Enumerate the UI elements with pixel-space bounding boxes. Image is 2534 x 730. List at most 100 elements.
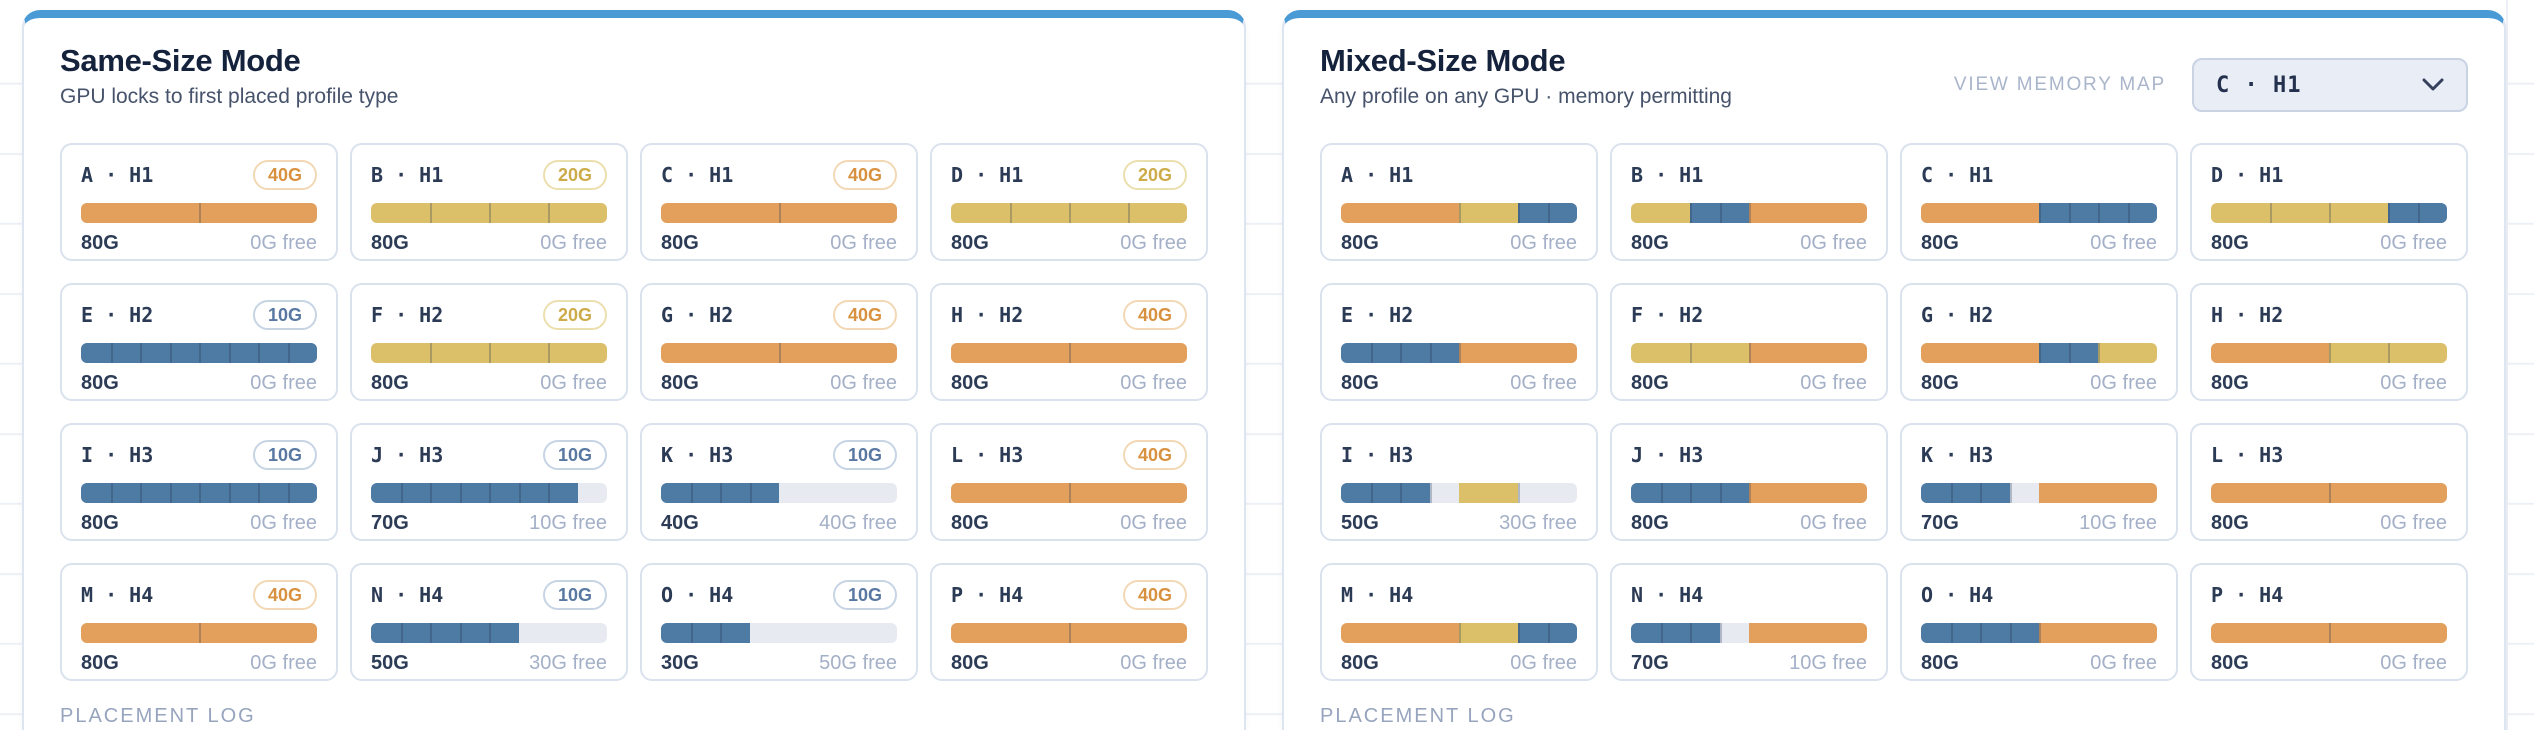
bar-segment-orange	[1749, 623, 1867, 643]
profile-size-badge: 40G	[832, 300, 897, 330]
bar-segment-blue	[169, 483, 199, 503]
gpu-card-header: B · H1	[1631, 160, 1867, 190]
bar-segment-blue	[430, 623, 460, 643]
gpu-label: K · H3	[661, 443, 734, 467]
bar-segment-blue	[81, 343, 111, 363]
bar-segment-orange	[2039, 623, 2157, 643]
bar-segment-yellow	[1010, 203, 1069, 223]
memory-used-value: 40G	[661, 512, 699, 534]
bar-segment-blue	[1719, 483, 1749, 503]
bar-segment-blue	[2068, 343, 2098, 363]
bar-segment-blue	[400, 483, 430, 503]
memory-used-value: 80G	[661, 232, 699, 254]
memory-used-value: 80G	[661, 372, 699, 394]
bar-segment-blue	[2127, 203, 2157, 223]
gpu-card: J · H3 80G 0G free	[1610, 423, 1888, 541]
memory-bar	[371, 623, 607, 643]
bar-segment-yellow	[1128, 203, 1187, 223]
memory-bar	[371, 343, 607, 363]
bar-segment-orange	[1749, 343, 1867, 363]
memory-map-gpu-select[interactable]: C · H1	[2192, 58, 2468, 112]
gpu-card: M · H4 80G 0G free	[1320, 563, 1598, 681]
bar-segment-orange	[951, 483, 1069, 503]
memory-used-value: 80G	[951, 232, 989, 254]
memory-free-value: 0G free	[1120, 652, 1187, 674]
bar-segment-blue	[2417, 203, 2447, 223]
memory-used-value: 80G	[1921, 372, 1959, 394]
gpu-card-header: H · H2	[2211, 300, 2447, 330]
panel-subtitle: Any profile on any GPU · memory permitti…	[1320, 85, 1732, 108]
memory-free-value: 0G free	[1800, 232, 1867, 254]
gpu-label: K · H3	[1921, 443, 1994, 467]
gpu-label: L · H3	[2211, 443, 2284, 467]
bar-segment-yellow	[1459, 623, 1518, 643]
memory-free-value: 30G free	[529, 652, 607, 674]
bar-segment-blue	[371, 623, 401, 643]
gpu-card-header: H · H2 40G	[951, 300, 1187, 330]
bar-segment-yellow	[2098, 343, 2157, 363]
gpu-card-footer: 70G 10G free	[371, 512, 607, 535]
bar-segment-orange	[199, 203, 317, 223]
gpu-card-footer: 70G 10G free	[1631, 652, 1867, 675]
memory-free-value: 0G free	[1800, 372, 1867, 394]
memory-bar	[1631, 203, 1867, 223]
bar-segment-orange	[1749, 203, 1867, 223]
gpu-card-header: C · H1	[1921, 160, 2157, 190]
bar-segment-orange	[2329, 483, 2447, 503]
gpu-card: B · H1 20G 80G 0G free	[350, 143, 628, 261]
bar-segment-orange	[1069, 343, 1187, 363]
gpu-card-header: G · H2	[1921, 300, 2157, 330]
memory-bar	[2211, 343, 2447, 363]
gpu-card-footer: 80G 0G free	[1631, 232, 1867, 255]
gpu-card-footer: 80G 0G free	[1921, 232, 2157, 255]
gpu-card: K · H3 70G 10G free	[1900, 423, 2178, 541]
memory-bar	[661, 483, 897, 503]
bar-segment-blue	[287, 343, 317, 363]
bar-segment-orange	[779, 343, 897, 363]
gpu-card-footer: 80G 0G free	[81, 652, 317, 675]
gpu-label: G · H2	[1921, 303, 1994, 327]
gpu-card: K · H3 10G 40G 40G free	[640, 423, 918, 541]
bar-segment-blue	[81, 483, 111, 503]
bar-segment-blue	[258, 343, 288, 363]
bar-segment-orange	[2211, 343, 2329, 363]
gpu-card: D · H1 80G 0G free	[2190, 143, 2468, 261]
gpu-label: J · H3	[371, 443, 444, 467]
bar-segment-blue	[140, 343, 170, 363]
gpu-card: C · H1 40G 80G 0G free	[640, 143, 918, 261]
memory-used-value: 80G	[371, 372, 409, 394]
gpu-card-footer: 80G 0G free	[951, 372, 1187, 395]
bar-segment-yellow	[2270, 203, 2329, 223]
bar-segment-blue	[459, 623, 489, 643]
bar-segment-blue	[1341, 483, 1371, 503]
memory-bar	[1921, 483, 2157, 503]
gpu-card-footer: 80G 0G free	[2211, 372, 2447, 395]
gpu-card: N · H4 70G 10G free	[1610, 563, 1888, 681]
bar-segment-blue	[1547, 623, 1577, 643]
gpu-card-header: D · H1	[2211, 160, 2447, 190]
bar-segment-blue	[1921, 623, 1951, 643]
memory-used-value: 80G	[1341, 372, 1379, 394]
bar-segment-blue	[720, 623, 750, 643]
profile-size-badge: 40G	[1122, 580, 1187, 610]
bar-segment-blue	[1400, 483, 1430, 503]
bar-segment-blue	[400, 623, 430, 643]
gpu-label: B · H1	[1631, 163, 1704, 187]
bar-segment-blue	[1518, 623, 1548, 643]
chevron-down-icon	[2422, 78, 2444, 91]
profile-size-badge: 40G	[1122, 300, 1187, 330]
memory-free-value: 10G free	[529, 512, 607, 534]
gpu-card: H · H2 40G 80G 0G free	[930, 283, 1208, 401]
bar-segment-blue	[1370, 483, 1400, 503]
bar-segment-blue	[2068, 203, 2098, 223]
gpu-card-footer: 80G 0G free	[81, 232, 317, 255]
bar-segment-yellow	[371, 343, 430, 363]
mixed-size-panel-header: Mixed-Size Mode Any profile on any GPU ·…	[1320, 43, 2468, 112]
memory-bar	[1341, 623, 1577, 643]
gpu-card-footer: 80G 0G free	[661, 372, 897, 395]
bar-segment-orange	[81, 623, 199, 643]
profile-size-badge: 40G	[1122, 440, 1187, 470]
profile-size-badge: 10G	[832, 440, 897, 470]
panel-title: Mixed-Size Mode	[1320, 43, 1566, 78]
